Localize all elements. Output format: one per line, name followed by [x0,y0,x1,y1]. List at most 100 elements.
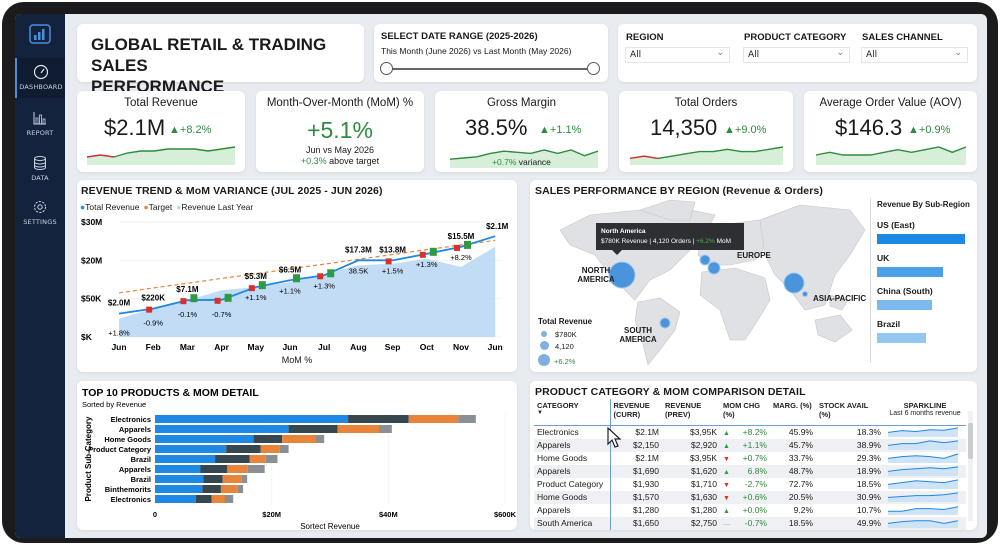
table-row[interactable]: Home Goods $1,570 $1,630 ▼ +0.6% 20.5% 30.9% [534,490,966,504]
cell-mom: ▲ 6.8% [720,464,770,478]
column-header-category[interactable]: CATEGORY ▼ [534,399,611,425]
sidebar-item-report[interactable]: REPORT [15,110,65,137]
table-row[interactable]: Apparels $1,690 $1,620 ▲ 6.8% 48.7% 18.9% [534,464,966,478]
region-select[interactable]: All ⌄ [625,47,730,63]
cell-revenue-prev: $2,750 [662,516,720,530]
bubble-asia-pacific[interactable] [783,272,805,294]
x-tick-label: Jun [282,342,297,352]
variance-marker-down [317,273,324,280]
bubble-europe-west[interactable] [699,254,711,266]
product-category-select[interactable]: All ⌄ [743,47,850,63]
tooltip-text: $780K Revenue | 4,120 Orders | +6.2% MoM [601,237,739,247]
cell-mom: ▼ -2.7% [720,478,770,491]
bar-segment [203,475,223,483]
table-row[interactable]: South America $1,650 $2,750— -0.7% 18.5% 49.9… [534,516,966,530]
kpi-value: $146.3 [835,115,903,140]
kpi-variance-note: +0.7% variance [435,157,608,167]
kpi-change: ▲+0.9% [908,124,950,136]
column-header-margin[interactable]: MARG. (%) [773,401,812,410]
bar-segment [247,465,265,473]
variance-marker-up [429,247,437,256]
table-row[interactable]: Apparels $1,280 $1,280 ▲ +0.0% 9.2% 10.7% [534,503,966,517]
y-tick-label: $K [81,332,93,342]
kpi-aov: Average Order Value (AOV) $146.3 ▲+0.9% [804,91,977,172]
triangle-down-icon: ▼ [723,456,730,463]
bubble-north-america[interactable] [608,261,636,289]
table-row[interactable]: Electronics $2.1M $3,95K ▲ +8.2% 45.9% 18.3% [534,425,966,439]
bar-segment [155,435,254,443]
chart-title: TOP 10 PRODUCTS & MOM DETAIL [82,387,259,399]
legend-item-target[interactable]: ●Target [143,202,172,212]
bubble-south-america[interactable] [659,317,671,329]
gear-icon [34,201,46,213]
y-tick-label: Apparels [119,425,151,434]
sparkline-area [888,520,958,528]
cell-margin: 9.2% [793,505,813,515]
triangle-down-icon: ▼ [723,482,730,489]
variance-marker-down [454,244,460,251]
triangle-up-icon: ▲ [723,508,730,515]
sidebar-item-data[interactable]: DATA [15,155,65,182]
sparkline-line [888,505,959,512]
bar-segment [408,415,459,423]
date-range-slider[interactable] [386,68,594,70]
cell-revenue-curr: $2.1M [635,453,659,463]
table-scrollbar[interactable] [968,411,973,521]
bar-segment [155,425,289,433]
bubble-asia-small[interactable] [802,291,808,297]
cell-category: Home Goods [534,451,611,465]
sort-desc-icon: ▼ [537,410,543,416]
column-header-sparkline[interactable]: SPARKLINE Last 6 months revenue [884,399,966,425]
y-tick-label: $30M [81,217,102,227]
variance-marker-down [419,251,426,258]
column-header-revenue-curr[interactable]: REVENUE (CURR) [613,401,650,419]
table-row[interactable]: Product Category $1,930 $1,710 ▼ -2.7% 72.7% 1… [534,477,966,491]
column-header-revenue-prev[interactable]: REVENUE (PREV) [665,401,702,419]
sidebar-item-dashboard[interactable]: DASHBOARD [15,58,65,98]
bar-segment [237,485,244,493]
sales-channel-select[interactable]: All ⌄ [861,47,968,63]
y-tick-label: Brazil [131,455,151,464]
data-label-mom: +1.5% [382,266,404,275]
legend-item: 4,120 [538,341,592,354]
triangle-up-icon: ▲ [723,430,730,437]
sparkline-area [888,506,958,515]
data-label-value: $15.5M [448,232,475,241]
x-tick-label: Nov [453,342,469,352]
kpi-label: Month-Over-Month (MoM) % [266,97,414,109]
column-header-stock[interactable]: STOCK AVAIL (%) [819,401,869,419]
cell-category: Home Goods [534,490,611,504]
column-header-mom-chg[interactable]: MOM CHG (%) [723,401,761,419]
cell-stock: 18.5% [856,479,881,489]
scrollbar-thumb[interactable] [968,423,973,459]
kpi-label: Total Orders [674,97,738,109]
slider-handle-start[interactable] [380,62,393,75]
bar-segment [202,485,221,493]
sub-region-item[interactable]: US (East) [877,220,972,244]
sidebar-item-label: DASHBOARD [19,83,63,91]
data-label-mom: +1.1% [245,293,267,302]
tooltip-title: North America [601,228,646,235]
x-tick-label: Feb [146,342,161,352]
bubble-europe-central[interactable] [707,261,721,275]
sub-region-item[interactable]: China (South) [877,286,972,310]
data-label-mom: -0.1% [178,310,198,319]
legend-item-last-year[interactable]: ●Revenue Last Year [176,202,253,212]
legend-dot-icon: ● [176,202,182,212]
slider-handle-end[interactable] [587,62,600,75]
sidebar-item-settings[interactable]: SETTINGS [15,199,65,226]
cell-margin: 48.7% [770,464,816,478]
cell-category: Product Category [534,477,611,491]
date-range-card: SELECT DATE RANGE (2025-2026) This Month… [374,24,608,82]
sub-region-item[interactable]: Brazil [877,319,972,343]
table-row[interactable]: Home Goods $2.1M $3,95K ▼ +0.7% 33.7% 29.3% [534,451,966,465]
mom-value: +1.1% [742,440,767,450]
table-row[interactable]: Apparels $2,150 $2,920 ▲ +1.1% 45.7% 38.9% [534,438,966,452]
sub-region-item[interactable]: UK [877,253,972,277]
legend-label: Target [148,202,173,212]
kpi-change-value: +8.2% [179,124,212,136]
legend-item-total-revenue[interactable]: ●Total Revenue [80,202,139,212]
kpi-total-revenue: Total Revenue $2.1M ▲+8.2% [77,91,245,172]
kpi-subtitle: Jun vs May 2026 [305,145,375,155]
